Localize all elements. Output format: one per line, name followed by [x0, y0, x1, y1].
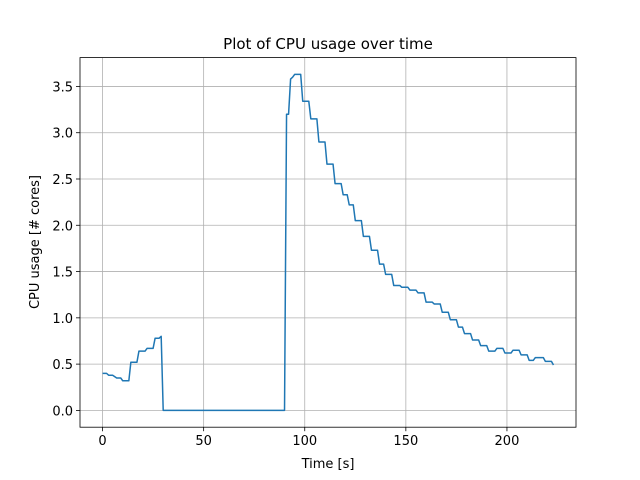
y-tick-label: 1.5 [52, 266, 73, 281]
x-tick-label: 200 [495, 434, 520, 449]
data-line [102, 73, 555, 412]
y-tick-label: 3.0 [52, 127, 73, 142]
y-axis-label: CPU usage [# cores] [28, 175, 43, 309]
y-tick-label: 3.5 [52, 80, 73, 95]
x-tick-label: 0 [98, 434, 106, 449]
y-tick-label: 2.5 [52, 173, 73, 188]
x-tick-label: 100 [292, 434, 317, 449]
plot-frame [79, 57, 577, 428]
y-tick-label: 1.0 [52, 312, 73, 327]
x-tick-label: 50 [195, 434, 212, 449]
x-tick-label: 150 [393, 434, 418, 449]
y-tick-label: 2.0 [52, 219, 73, 234]
y-tick-label: 0.5 [52, 358, 73, 373]
x-axis-label: Time [s] [301, 457, 355, 472]
chart-title: Plot of CPU usage over time [223, 35, 433, 53]
y-tick-label: 0.0 [52, 404, 73, 419]
